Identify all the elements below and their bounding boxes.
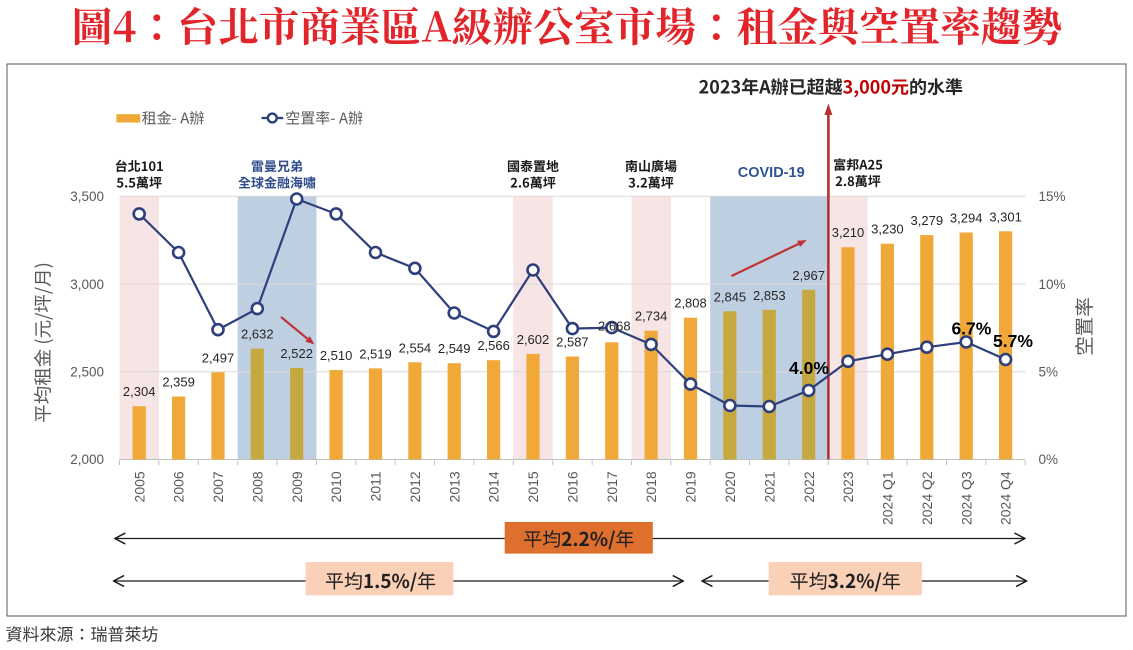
svg-text:2021: 2021 [761, 471, 777, 502]
svg-text:2,000: 2,000 [70, 452, 104, 467]
svg-text:5.7%: 5.7% [993, 331, 1033, 351]
svg-text:2024 Q3: 2024 Q3 [958, 471, 974, 525]
svg-text:2,566: 2,566 [477, 338, 510, 353]
svg-text:2007: 2007 [210, 471, 226, 502]
svg-text:2024 Q2: 2024 Q2 [919, 471, 935, 525]
svg-text:2024 Q4: 2024 Q4 [998, 471, 1014, 525]
svg-text:2,554: 2,554 [399, 340, 432, 355]
svg-text:2005: 2005 [131, 471, 147, 502]
svg-text:0%: 0% [1039, 452, 1059, 467]
svg-text:2018: 2018 [643, 471, 659, 502]
svg-text:2,522: 2,522 [280, 346, 313, 361]
svg-text:3,301: 3,301 [989, 209, 1022, 224]
svg-text:3,000: 3,000 [70, 277, 104, 292]
svg-text:2,734: 2,734 [635, 309, 668, 324]
svg-text:3,294: 3,294 [950, 211, 983, 226]
svg-text:2012: 2012 [407, 471, 423, 502]
svg-text:3,500: 3,500 [70, 189, 104, 204]
svg-text:2017: 2017 [604, 471, 620, 502]
svg-text:2014: 2014 [486, 471, 502, 502]
svg-text:2019: 2019 [683, 471, 699, 502]
svg-text:3,230: 3,230 [871, 222, 904, 237]
svg-text:2,549: 2,549 [438, 341, 471, 356]
svg-text:2024 Q1: 2024 Q1 [880, 471, 896, 525]
svg-text:2006: 2006 [171, 471, 187, 502]
svg-text:2,587: 2,587 [556, 335, 589, 350]
svg-text:2013: 2013 [446, 471, 462, 502]
svg-text:2,845: 2,845 [714, 289, 747, 304]
svg-text:2011: 2011 [368, 471, 384, 501]
svg-text:2,808: 2,808 [674, 296, 707, 311]
svg-text:6.7%: 6.7% [951, 319, 991, 339]
svg-text:2,853: 2,853 [753, 288, 786, 303]
svg-text:2,632: 2,632 [241, 327, 274, 342]
svg-text:2023: 2023 [840, 471, 856, 502]
svg-text:2,500: 2,500 [70, 365, 104, 380]
svg-text:2,510: 2,510 [320, 348, 353, 363]
svg-text:2010: 2010 [328, 471, 344, 502]
svg-text:2015: 2015 [525, 471, 541, 502]
svg-text:2,668: 2,668 [598, 318, 631, 333]
svg-text:2,497: 2,497 [202, 350, 235, 365]
svg-text:3,210: 3,210 [832, 225, 865, 240]
svg-text:4.0%: 4.0% [789, 358, 829, 378]
svg-text:15%: 15% [1039, 189, 1066, 204]
svg-text:2,519: 2,519 [359, 346, 392, 361]
svg-text:5%: 5% [1039, 365, 1059, 380]
svg-text:2009: 2009 [289, 471, 305, 502]
svg-text:2,967: 2,967 [792, 268, 825, 283]
svg-text:COVID-19: COVID-19 [738, 165, 805, 181]
svg-text:2,602: 2,602 [517, 332, 550, 347]
svg-text:2022: 2022 [801, 471, 817, 502]
svg-text:2008: 2008 [249, 471, 265, 502]
svg-text:2,359: 2,359 [162, 375, 195, 390]
svg-text:10%: 10% [1039, 277, 1066, 292]
svg-text:2020: 2020 [722, 471, 738, 502]
svg-text:2016: 2016 [565, 471, 581, 502]
svg-text:2,304: 2,304 [123, 384, 156, 399]
svg-text:3,279: 3,279 [911, 213, 944, 228]
